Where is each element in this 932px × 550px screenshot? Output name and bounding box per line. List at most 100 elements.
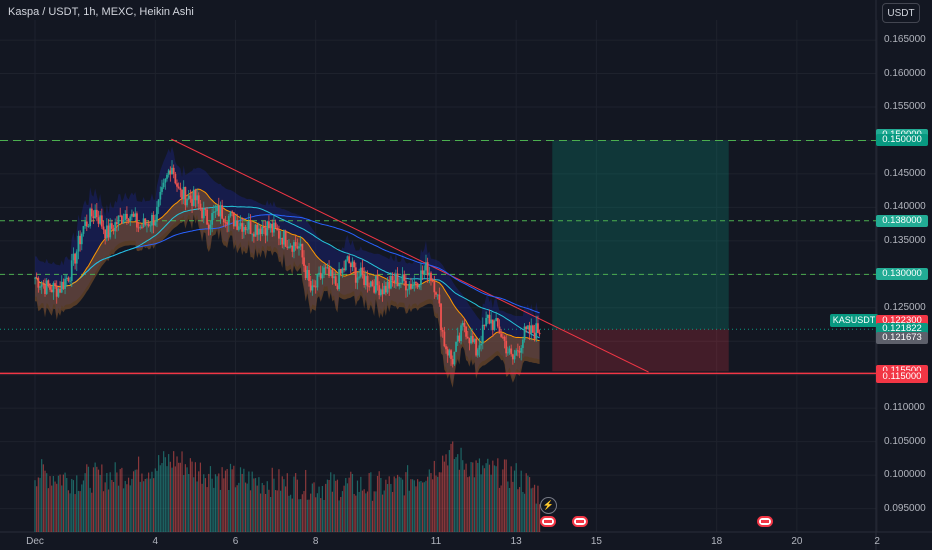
volume-bar <box>183 475 185 532</box>
candle-body <box>296 246 299 249</box>
volume-bar <box>320 498 322 532</box>
volume-bar <box>485 463 487 532</box>
volume-bar <box>169 461 171 532</box>
chart-legend: Kaspa / USDT, 1h, MEXC, Heikin Ashi <box>8 6 194 18</box>
volume-bar <box>146 478 148 532</box>
candle-body <box>129 216 132 222</box>
volume-bar <box>109 472 111 532</box>
volume-bar <box>42 464 44 532</box>
candle-body <box>104 229 107 239</box>
volume-bar <box>159 465 161 532</box>
candle-body <box>326 267 329 269</box>
candle-body <box>408 283 411 290</box>
volume-bar <box>477 462 479 532</box>
candle-body <box>313 285 315 287</box>
candle-body <box>110 223 113 229</box>
candle-body <box>443 331 446 347</box>
volume-bar <box>79 491 81 532</box>
x-tick-label: 20 <box>791 536 803 547</box>
candle-body <box>50 289 53 293</box>
volume-bar <box>340 496 342 532</box>
candle-body <box>117 215 120 225</box>
volume-bar <box>71 478 73 532</box>
candle-body <box>122 220 125 224</box>
volume-bar <box>472 462 474 532</box>
event-flag-icon[interactable] <box>572 516 589 527</box>
candle-body <box>115 222 118 225</box>
candle-body <box>480 343 483 346</box>
volume-bar <box>81 484 83 532</box>
candle-body <box>426 262 429 276</box>
volume-bar <box>390 483 392 532</box>
price-tag: 0.115000 <box>876 370 928 383</box>
volume-bar <box>376 475 379 532</box>
candle-body <box>346 256 349 261</box>
x-tick-label: 15 <box>590 536 602 547</box>
volume-bar <box>428 469 430 532</box>
volume-bar <box>112 481 115 532</box>
candle-body <box>184 186 187 206</box>
candle-body <box>196 195 198 201</box>
candle-body <box>381 289 384 295</box>
candle-body <box>252 233 255 237</box>
candle-body <box>40 284 43 287</box>
candle-body <box>515 350 518 356</box>
candle-body <box>331 269 334 279</box>
candle-body <box>65 277 68 279</box>
candle-body <box>511 354 514 360</box>
candle-body <box>114 222 117 232</box>
candle-body <box>458 335 461 342</box>
volume-bar <box>535 503 537 532</box>
candle-body <box>455 341 457 352</box>
candle-body <box>268 221 270 228</box>
volume-bar <box>497 458 499 532</box>
volume-bar <box>96 466 98 532</box>
candle-body <box>383 285 386 295</box>
candle-body <box>303 257 305 266</box>
volume-bar <box>420 481 422 532</box>
volume-bar <box>259 493 262 532</box>
candle-body <box>45 280 48 294</box>
volume-bar <box>163 451 165 532</box>
volume-bar <box>104 482 106 532</box>
volume-bar <box>326 479 328 532</box>
candle-body <box>508 348 511 353</box>
volume-bar <box>413 480 415 532</box>
candle-body <box>249 220 252 234</box>
candle-body <box>172 167 175 174</box>
currency-button[interactable]: USDT <box>882 3 920 23</box>
y-tick-label: 0.095000 <box>884 502 926 514</box>
volume-bar <box>154 468 156 532</box>
candle-body <box>389 275 392 289</box>
volume-bar <box>61 485 63 532</box>
volume-bar <box>208 473 210 532</box>
candle-body <box>311 285 314 291</box>
volume-bar <box>532 487 534 532</box>
volume-bar <box>226 469 228 532</box>
volume-bar <box>268 489 270 532</box>
volume-bar <box>143 481 145 532</box>
volume-bar <box>211 478 213 532</box>
candle-body <box>234 220 237 227</box>
candle-body <box>344 260 347 271</box>
candle-body <box>100 215 103 227</box>
event-flag-icon[interactable] <box>756 516 773 527</box>
volume-bar <box>164 457 166 532</box>
lightning-icon[interactable]: ⚡ <box>540 497 557 514</box>
candle-body <box>254 224 257 237</box>
volume-bar <box>505 459 507 532</box>
candle-body <box>532 325 534 333</box>
volume-bar <box>343 485 345 532</box>
volume-bar <box>291 498 293 532</box>
candle-body <box>501 336 504 338</box>
event-flag-icon[interactable] <box>540 516 557 527</box>
volume-bar <box>241 473 243 532</box>
candle-body <box>373 286 376 293</box>
volume-bar <box>432 479 434 532</box>
volume-bar <box>455 457 457 532</box>
volume-bar <box>74 494 76 532</box>
volume-bar <box>281 476 283 532</box>
volume-bar <box>141 473 143 532</box>
candle-body <box>535 323 538 339</box>
